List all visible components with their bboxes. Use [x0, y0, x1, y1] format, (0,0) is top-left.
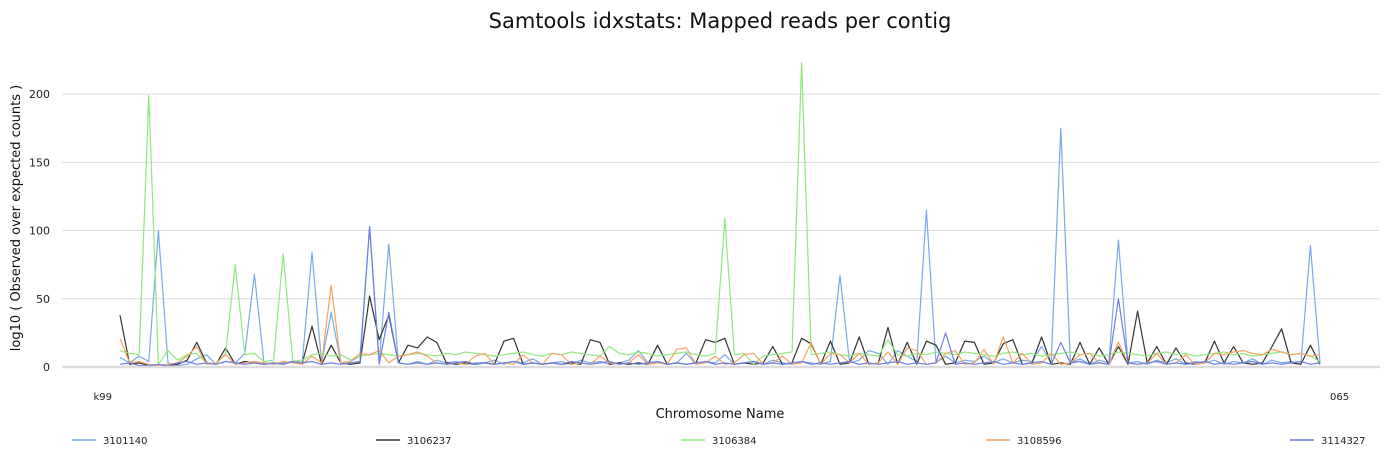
series-line-3106384	[119, 62, 1321, 365]
y-tick-label-100: 100	[29, 225, 50, 238]
y-tick-label-150: 150	[29, 156, 50, 169]
x-tick-label-last: 065	[1330, 392, 1349, 403]
series-lines	[119, 62, 1321, 367]
legend-label-3101140: 3101140	[103, 436, 148, 447]
gridlines	[62, 93, 1380, 300]
chart-title: Samtools idxstats: Mapped reads per cont…	[489, 9, 952, 33]
series-line-3106237	[119, 295, 1321, 367]
y-tick-label-50: 50	[36, 293, 50, 306]
legend-label-3106237: 3106237	[407, 436, 452, 447]
legend-item-3106384[interactable]: 3106384	[681, 436, 757, 447]
y-axis-label: log10 ( Observed over expected counts )	[9, 85, 24, 352]
series-line-3114327	[119, 225, 1321, 367]
legend-item-3106237[interactable]: 3106237	[376, 436, 452, 447]
legend-label-3108596: 3108596	[1017, 436, 1062, 447]
legend-label-3106384: 3106384	[712, 436, 757, 447]
x-axis-ticks: k99 065	[93, 392, 1349, 403]
x-axis-label: Chromosome Name	[656, 407, 785, 422]
legend-item-3101140[interactable]: 3101140	[72, 436, 148, 447]
legend: 3101140 3106237 3106384 3108596 3114327	[72, 436, 1366, 447]
x-tick-label-first: k99	[93, 392, 112, 403]
series-line-3108596	[119, 284, 1321, 367]
legend-item-3114327[interactable]: 3114327	[1290, 436, 1366, 447]
legend-label-3114327: 3114327	[1321, 436, 1366, 447]
y-axis-ticks: 0 50 100 150 200	[29, 88, 50, 374]
y-tick-label-200: 200	[29, 88, 50, 101]
y-tick-label-0: 0	[43, 361, 50, 374]
legend-item-3108596[interactable]: 3108596	[986, 436, 1062, 447]
series-line-3101140	[119, 127, 1321, 367]
